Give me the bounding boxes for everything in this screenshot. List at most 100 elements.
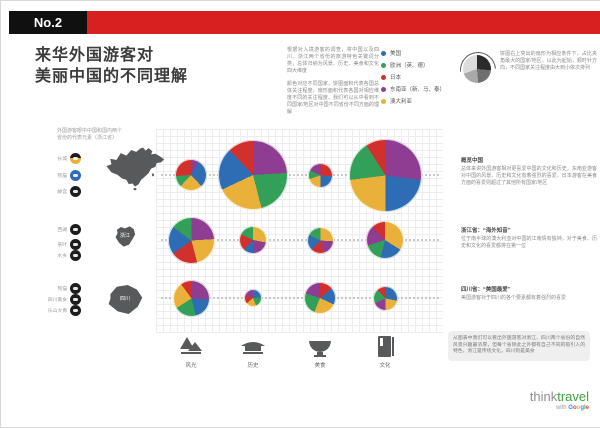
pie-浙江-美食 bbox=[306, 226, 334, 254]
tea-icon-label: 茶叶 bbox=[57, 243, 67, 248]
food-icon bbox=[306, 337, 334, 359]
sichuan-food-icon-label: 四川美食 bbox=[47, 298, 67, 303]
page-title-line1: 来华外国游客对 bbox=[35, 47, 155, 64]
intro-paragraph-1: 根据对入境游客的调查，将中国以及四川、浙江两个省份的旅游特色关键词分类，总体归纳… bbox=[287, 47, 379, 74]
panda-icon bbox=[70, 170, 81, 181]
pie-浙江-历史 bbox=[239, 226, 267, 254]
pie-四川-风光 bbox=[172, 279, 210, 317]
sichuan-panda-icon bbox=[70, 283, 81, 294]
culture-icon bbox=[375, 334, 397, 360]
left-question-line2: 省份的代表元素（浙江省） bbox=[57, 135, 118, 141]
how-to-read-text: 饼图右上突出的扇形为相应条件下，占比夹角最大的国家/地区，以此为起始，顺时针方向… bbox=[500, 51, 597, 71]
page-title: 来华外国游客对 美丽中国的不同理解 bbox=[35, 45, 188, 87]
pie-浙江-风光 bbox=[167, 216, 215, 264]
keyword-zhejiang-1: 西湖 bbox=[47, 224, 81, 235]
keyword-zhejiang-3: 水乡 bbox=[47, 250, 81, 261]
keyword-sichuan-1: 熊猫 bbox=[47, 283, 81, 294]
axis-label-scenery: 风光 bbox=[185, 363, 197, 369]
forbidden-city-icon bbox=[70, 186, 81, 197]
insight-title-china: 概览中国 bbox=[461, 158, 484, 164]
sichuan-food-icon bbox=[70, 294, 81, 305]
summary-box: 从图表中我们可以看出外国游客对浙江、四川两个省份的自然风景兴趣最浓厚，但每个省除… bbox=[448, 331, 590, 361]
watertown-icon-label: 水乡 bbox=[57, 254, 67, 259]
header-red-bar bbox=[87, 11, 600, 34]
zhejiang-map-shape bbox=[115, 226, 136, 247]
sichuan-panda-icon-label: 熊猫 bbox=[57, 287, 67, 292]
keyword-china-1: 长城 bbox=[47, 153, 81, 164]
legend-dot-europe bbox=[381, 62, 386, 68]
logo-travel-text: travel bbox=[557, 389, 589, 404]
row-connector-china bbox=[161, 174, 439, 176]
row-connector-zhejiang bbox=[161, 239, 439, 241]
pie-中国-美食 bbox=[307, 162, 333, 188]
insight-title-sichuan: 四川省：“美国最爱” bbox=[461, 287, 511, 293]
watertown-icon bbox=[70, 250, 81, 261]
sichuan-map-label: 四川 bbox=[119, 296, 130, 302]
zhejiang-map: 浙江 bbox=[111, 223, 139, 250]
brand-logo: thinktravel with Google bbox=[530, 389, 589, 411]
pie-四川-美食 bbox=[304, 282, 336, 314]
sample-pie-icon bbox=[463, 55, 491, 83]
legend-dot-japan bbox=[381, 74, 386, 80]
china-map bbox=[104, 139, 166, 197]
insight-text-zhejiang: 位于南半球的澳大利亚对中国的江南情有独钟，对于美食、历史和文化的喜爱都排在第一位 bbox=[461, 236, 597, 249]
westlake-icon-label: 西湖 bbox=[57, 228, 67, 233]
axis-label-culture: 文化 bbox=[379, 363, 391, 369]
legend-label-sea: 东南亚（新、马、泰） bbox=[390, 87, 446, 93]
google-logo-text: Google bbox=[568, 405, 589, 411]
thinktravel-logo: thinktravel bbox=[530, 389, 589, 404]
legend-item-usa: 美国 bbox=[381, 47, 445, 59]
insight-title-zhejiang: 浙江省：“海外知音” bbox=[461, 228, 511, 234]
keyword-china-3: 故宫 bbox=[47, 186, 81, 197]
buddha-icon-label: 乐山大佛 bbox=[47, 309, 67, 314]
legend-item-sea: 东南亚（新、马、泰） bbox=[381, 83, 445, 95]
with-google-logo: with Google bbox=[530, 405, 589, 411]
axis-label-history: 历史 bbox=[247, 363, 259, 369]
tea-icon bbox=[70, 239, 81, 250]
keyword-label-panda: 熊猫 bbox=[57, 174, 67, 179]
legend-dot-australia bbox=[381, 98, 386, 104]
legend-item-australia: 澳大利亚 bbox=[381, 95, 445, 107]
legend: 美国 欧洲（英、德） 日本 东南亚（新、马、泰） 澳大利亚 bbox=[381, 47, 445, 107]
insight-text-china: 总体来讲外国游客相对更喜爱中国的文化和历史，东南亚游客对中国的风景、历史和文化有… bbox=[461, 166, 597, 186]
legend-item-europe: 欧洲（英、德） bbox=[381, 59, 445, 71]
keyword-sichuan-2: 四川美食 bbox=[47, 294, 81, 305]
westlake-icon bbox=[70, 224, 81, 235]
pie-中国-历史 bbox=[218, 140, 288, 210]
keyword-china-2: 熊猫 bbox=[47, 170, 81, 181]
pie-中国-文化 bbox=[348, 138, 422, 212]
legend-item-japan: 日本 bbox=[381, 71, 445, 83]
legend-label-usa: 美国 bbox=[390, 51, 402, 57]
keyword-label-greatwall: 长城 bbox=[57, 157, 67, 162]
row-connector-sichuan bbox=[161, 297, 439, 299]
sichuan-map-shape bbox=[108, 284, 143, 315]
zhejiang-map-label: 浙江 bbox=[119, 233, 130, 239]
issue-number-badge: No.2 bbox=[9, 11, 87, 34]
buddha-icon bbox=[70, 305, 81, 316]
history-icon bbox=[239, 337, 267, 359]
left-question-note: 外国游客眼中中国和国内两个 省份的代表元素（浙江省） bbox=[57, 128, 122, 142]
insight-text-sichuan: 美国游客对于四川的各个要素都有着强烈的喜爱 bbox=[461, 295, 567, 301]
pie-四川-历史 bbox=[244, 289, 262, 307]
intro-paragraph-2: 颜色对应不同国家，饼图面积代表各国总体关注程度，扇形面积代表各国对相应维度不同的… bbox=[287, 81, 379, 115]
legend-dot-usa bbox=[381, 50, 386, 56]
left-question-line1: 外国游客眼中中国和国内两个 bbox=[57, 128, 123, 134]
greatwall-icon bbox=[70, 153, 81, 164]
axis-label-food: 美食 bbox=[314, 363, 326, 369]
scenery-icon bbox=[177, 335, 205, 359]
forbidden-city-icon-label: 故宫 bbox=[57, 190, 67, 195]
keyword-sichuan-3: 乐山大佛 bbox=[47, 305, 81, 316]
legend-label-japan: 日本 bbox=[390, 75, 402, 81]
sichuan-map: 四川 bbox=[105, 281, 145, 318]
china-map-shape bbox=[106, 147, 165, 191]
pie-中国-风光 bbox=[175, 159, 207, 191]
pie-四川-文化 bbox=[372, 285, 398, 311]
keyword-zhejiang-2: 茶叶 bbox=[47, 239, 81, 250]
legend-label-australia: 澳大利亚 bbox=[390, 99, 413, 105]
legend-label-europe: 欧洲（英、德） bbox=[390, 63, 429, 69]
logo-with-text: with bbox=[555, 405, 567, 411]
pie-浙江-文化 bbox=[366, 221, 404, 259]
logo-think-text: think bbox=[529, 389, 558, 404]
page-title-line2: 美丽中国的不同理解 bbox=[35, 68, 189, 85]
